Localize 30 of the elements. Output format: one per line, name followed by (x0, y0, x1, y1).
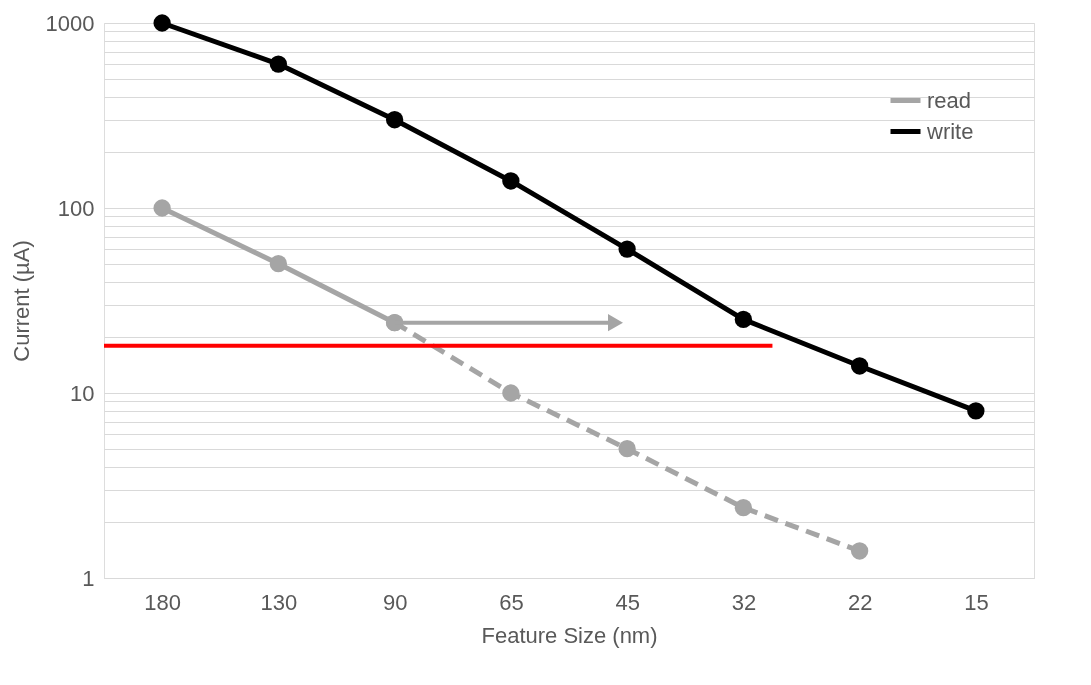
x-tick-label: 32 (731, 589, 757, 615)
point (502, 384, 520, 402)
y-tick-label: 100 (57, 195, 95, 221)
point (734, 499, 753, 517)
point (850, 357, 869, 375)
x-tick-label: 15 (964, 589, 989, 615)
point (385, 111, 404, 129)
x-tick-label: 180 (144, 589, 181, 615)
point (850, 542, 869, 560)
point (967, 402, 985, 420)
point (269, 255, 288, 273)
point (618, 440, 636, 458)
legend-label: write (926, 118, 974, 144)
x-axis-title: Feature Size (nm) (481, 622, 658, 648)
legend-label: read (927, 87, 972, 113)
x-tick-label: 45 (615, 589, 640, 615)
point (153, 14, 171, 32)
x-tick-label: 65 (499, 589, 524, 615)
y-tick-label: 10 (70, 380, 95, 406)
point (502, 172, 520, 190)
point (269, 55, 288, 73)
point (153, 199, 171, 217)
x-tick-label: 130 (260, 589, 298, 615)
x-tick-label: 90 (382, 589, 408, 615)
y-tick-label: 1 (82, 565, 95, 591)
y-tick-label: 1000 (45, 10, 95, 36)
x-tick-label: 22 (847, 589, 873, 615)
point (734, 310, 753, 329)
y-axis-title: Current (µA) (8, 240, 34, 362)
point (618, 240, 636, 258)
